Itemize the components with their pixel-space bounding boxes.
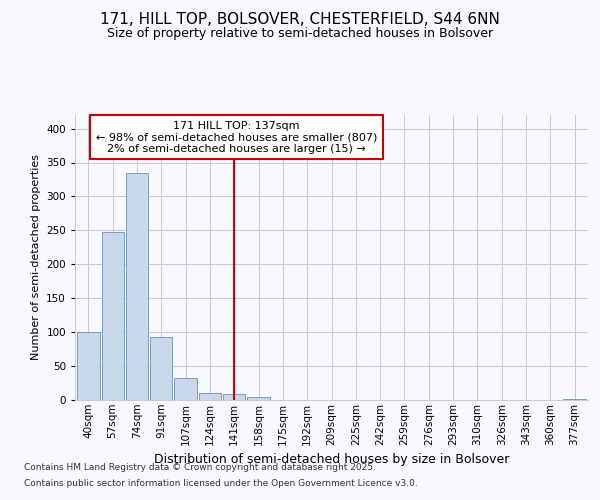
Text: 171, HILL TOP, BOLSOVER, CHESTERFIELD, S44 6NN: 171, HILL TOP, BOLSOVER, CHESTERFIELD, S… bbox=[100, 12, 500, 28]
Bar bbox=[150, 337, 172, 400]
Text: Contains HM Land Registry data © Crown copyright and database right 2025.: Contains HM Land Registry data © Crown c… bbox=[24, 464, 376, 472]
Bar bbox=[199, 392, 221, 400]
Bar bbox=[175, 378, 197, 400]
Bar bbox=[77, 332, 100, 400]
Text: Size of property relative to semi-detached houses in Bolsover: Size of property relative to semi-detach… bbox=[107, 28, 493, 40]
Bar bbox=[126, 172, 148, 400]
Bar bbox=[563, 398, 586, 400]
Bar bbox=[247, 398, 270, 400]
Bar bbox=[101, 232, 124, 400]
Bar bbox=[223, 394, 245, 400]
Text: Contains public sector information licensed under the Open Government Licence v3: Contains public sector information licen… bbox=[24, 478, 418, 488]
X-axis label: Distribution of semi-detached houses by size in Bolsover: Distribution of semi-detached houses by … bbox=[154, 453, 509, 466]
Y-axis label: Number of semi-detached properties: Number of semi-detached properties bbox=[31, 154, 41, 360]
Text: 171 HILL TOP: 137sqm
← 98% of semi-detached houses are smaller (807)
2% of semi-: 171 HILL TOP: 137sqm ← 98% of semi-detac… bbox=[96, 120, 377, 154]
